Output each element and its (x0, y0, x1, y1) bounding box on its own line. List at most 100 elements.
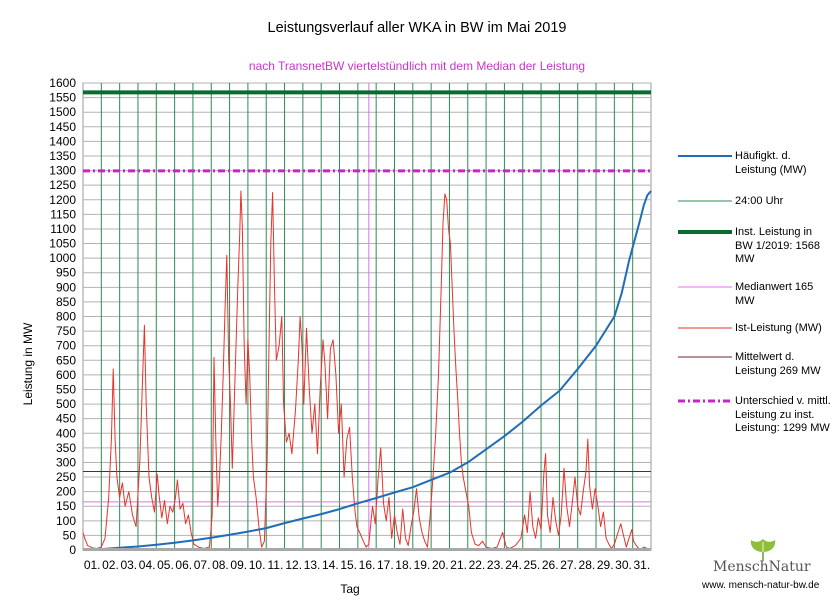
ginkgo-leaf-icon (750, 539, 776, 561)
x-tick-label: 25. (524, 558, 541, 572)
x-tick-label: 02. (102, 558, 119, 572)
legend-item-actual: Ist-Leistung (MW) (676, 322, 834, 362)
legend-swatch-difference (678, 399, 732, 403)
y-tick-label: 100 (56, 514, 76, 528)
x-tick-label: 01. (84, 558, 101, 572)
legend-label-midnight: 24:00 Uhr (735, 195, 784, 207)
x-tick-label: 07. (194, 558, 211, 572)
x-tick-label: 18. (395, 558, 412, 572)
series-frequency-curve (82, 190, 652, 551)
y-tick-label: 350 (56, 441, 76, 455)
x-tick-label: 30. (615, 558, 632, 572)
legend-label-median: Medianwert 165 MW (735, 281, 814, 307)
x-axis-ticks: 01. 02. 03. 04. 05. 06. 07. 08. 09. 10. 11. 12. 13. 1… (84, 558, 650, 572)
x-tick-label: 03. (120, 558, 137, 572)
y-tick-label: 650 (56, 353, 76, 367)
y-tick-label: 900 (56, 280, 76, 294)
y-tick-label: 200 (56, 485, 76, 499)
plot-area (82, 83, 652, 551)
x-tick-label: 22. (469, 558, 486, 572)
y-tick-label: 750 (56, 324, 76, 338)
y-tick-label: 550 (56, 382, 76, 396)
y-tick-label: 1150 (50, 207, 76, 221)
grid (82, 82, 652, 551)
y-tick-label: 850 (56, 295, 76, 309)
chart-subtitle: nach TransnetBW viertelstündlich mit dem… (248, 59, 586, 73)
x-tick-label: 29. (597, 558, 614, 572)
logo: MenschNatur www. mensch-natur-bw.de (702, 538, 822, 594)
y-axis-ticks: 0501001502002503003504004505005506006507… (49, 76, 76, 557)
legend-item-median: Medianwert 165 MW (676, 281, 834, 321)
y-tick-label: 300 (56, 455, 76, 469)
x-tick-label: 15. (340, 558, 357, 572)
y-tick-label: 1050 (49, 237, 76, 251)
legend-item-midnight: 24:00 Uhr (676, 195, 834, 235)
legend-label-frequency: Häufigkt. d. Leistung (MW) (735, 150, 807, 176)
y-tick-label: 1500 (49, 105, 76, 119)
zero-baseline (83, 548, 651, 551)
legend-item-frequency: Häufigkt. d. Leistung (MW) (676, 150, 834, 190)
series-actual-output (82, 190, 652, 551)
x-tick-label: 28. (579, 558, 596, 572)
logo-name: MenschNatur (713, 559, 811, 575)
y-tick-label: 500 (56, 397, 76, 411)
x-tick-label: 12. (285, 558, 302, 572)
x-tick-label: 23. (487, 558, 504, 572)
y-tick-label: 800 (56, 310, 76, 324)
x-tick-label: 13. (304, 558, 321, 572)
x-tick-label: 04. (139, 558, 156, 572)
x-tick-label: 14. (322, 558, 339, 572)
x-tick-label: 17. (377, 558, 394, 572)
legend-swatch-midnight (678, 200, 732, 202)
legend-label-mean: Mittelwert d. Leistung 269 MW (735, 351, 821, 377)
y-tick-label: 150 (56, 499, 76, 513)
y-tick-label: 450 (56, 412, 76, 426)
y-tick-label: 250 (56, 470, 76, 484)
y-tick-label: 1100 (50, 222, 76, 236)
legend-item-installed: Inst. Leistung in BW 1/2019: 1568 MW (676, 226, 834, 266)
y-tick-label: 400 (56, 426, 76, 440)
x-tick-label: 27. (560, 558, 577, 572)
x-tick-label: 31. (633, 558, 650, 572)
y-tick-label: 600 (56, 368, 76, 382)
y-tick-label: 1450 (49, 120, 76, 134)
x-tick-label: 19. (414, 558, 431, 572)
legend-swatch-actual (678, 327, 732, 329)
y-tick-label: 1300 (49, 164, 76, 178)
legend-label-actual: Ist-Leistung (MW) (735, 322, 822, 334)
x-tick-label: 10. (249, 558, 266, 572)
legend-label-installed: Inst. Leistung in BW 1/2019: 1568 MW (735, 226, 821, 265)
x-tick-label: 08. (212, 558, 229, 572)
legend-item-difference: Unterschied v. mittl. Leistung zu inst. … (676, 395, 834, 455)
y-tick-label: 1350 (49, 149, 76, 163)
x-axis-label: Tag (340, 582, 360, 596)
x-tick-label: 26. (542, 558, 559, 572)
y-tick-label: 1400 (49, 134, 76, 148)
y-tick-label: 0 (69, 543, 76, 557)
x-tick-label: 21. (450, 558, 467, 572)
y-tick-label: 950 (56, 266, 76, 280)
legend-swatch-mean (678, 356, 732, 358)
x-tick-label: 09. (230, 558, 247, 572)
y-axis-label: Leistung in MW (21, 322, 35, 406)
x-tick-label: 11. (267, 558, 283, 572)
y-tick-label: 50 (63, 528, 77, 542)
logo-url: www. mensch-natur-bw.de (702, 580, 820, 591)
chart-title: Leistungsverlauf aller WKA in BW im Mai … (267, 20, 567, 36)
y-tick-label: 1600 (49, 76, 76, 90)
x-tick-label: 05. (157, 558, 174, 572)
legend-swatch-frequency (678, 155, 732, 157)
legend-label-difference: Unterschied v. mittl. Leistung zu inst. … (735, 395, 831, 434)
x-tick-label: 24. (505, 558, 522, 572)
x-tick-label: 06. (175, 558, 192, 572)
y-tick-label: 700 (56, 339, 76, 353)
legend-swatch-installed (678, 230, 732, 234)
y-tick-label: 1000 (49, 251, 76, 265)
x-tick-label: 20. (432, 558, 449, 572)
x-tick-label: 16. (359, 558, 376, 572)
y-tick-label: 1250 (49, 178, 76, 192)
legend-swatch-median (678, 286, 732, 288)
legend-item-mean: Mittelwert d. Leistung 269 MW (676, 351, 834, 391)
y-tick-label: 1200 (49, 193, 76, 207)
